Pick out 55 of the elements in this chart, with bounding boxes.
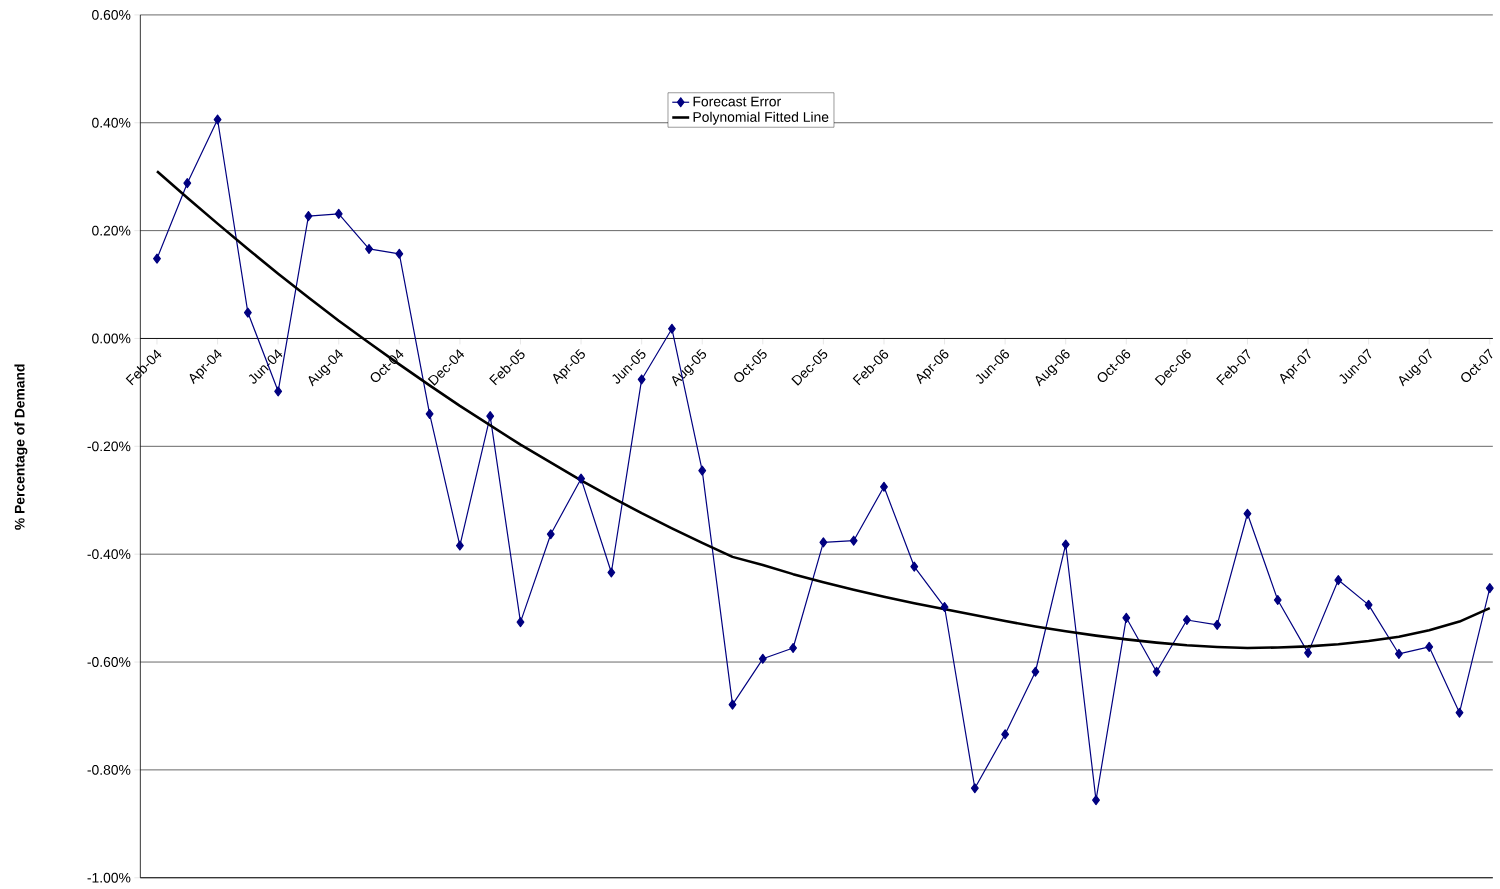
legend-label: Polynomial Fitted Line [693, 111, 829, 125]
point [1122, 612, 1131, 624]
point [698, 465, 707, 476]
point [1394, 649, 1403, 660]
y-tick-label: -0.40% [87, 549, 131, 560]
legend-label: Forecast Error [693, 96, 781, 107]
point [1031, 666, 1040, 677]
y-tick-label: 0.00% [92, 333, 131, 344]
point [728, 699, 737, 710]
point [1182, 615, 1191, 626]
point [1455, 707, 1464, 718]
point [213, 114, 222, 125]
y-tick-label: -0.20% [87, 441, 131, 452]
point [577, 473, 586, 484]
point [1213, 619, 1222, 631]
point [940, 602, 949, 613]
point [970, 783, 979, 794]
point [1485, 583, 1494, 594]
point [1243, 508, 1252, 519]
point [910, 561, 919, 572]
y-tick-label: 0.60% [92, 10, 131, 20]
point [183, 178, 192, 189]
point [849, 535, 858, 546]
point [455, 540, 464, 551]
point [304, 211, 313, 222]
point [1425, 642, 1434, 653]
y-tick-label: -1.00% [87, 872, 131, 883]
point [758, 653, 767, 665]
point [789, 643, 798, 654]
point [546, 529, 555, 540]
point [1061, 539, 1070, 550]
point [486, 411, 495, 422]
point [516, 617, 525, 628]
point [1152, 666, 1161, 677]
point [1001, 729, 1010, 740]
point [395, 248, 404, 260]
point [1092, 795, 1100, 806]
point [365, 244, 373, 255]
point [1334, 575, 1343, 586]
point [667, 323, 676, 334]
point [819, 537, 828, 548]
y-axis-title: % Percentage of Demand [14, 364, 28, 530]
point [880, 481, 888, 492]
y-tick-label: 0.40% [92, 117, 131, 128]
y-tick-label: -0.80% [87, 765, 131, 775]
y-tick-label: -0.60% [87, 657, 131, 668]
y-tick-label: 0.20% [92, 225, 131, 236]
point [1364, 599, 1373, 611]
point [153, 253, 161, 264]
point [425, 409, 434, 420]
point [243, 307, 252, 318]
point [334, 209, 343, 220]
point [1273, 595, 1282, 606]
point [607, 567, 616, 578]
point [274, 386, 283, 397]
